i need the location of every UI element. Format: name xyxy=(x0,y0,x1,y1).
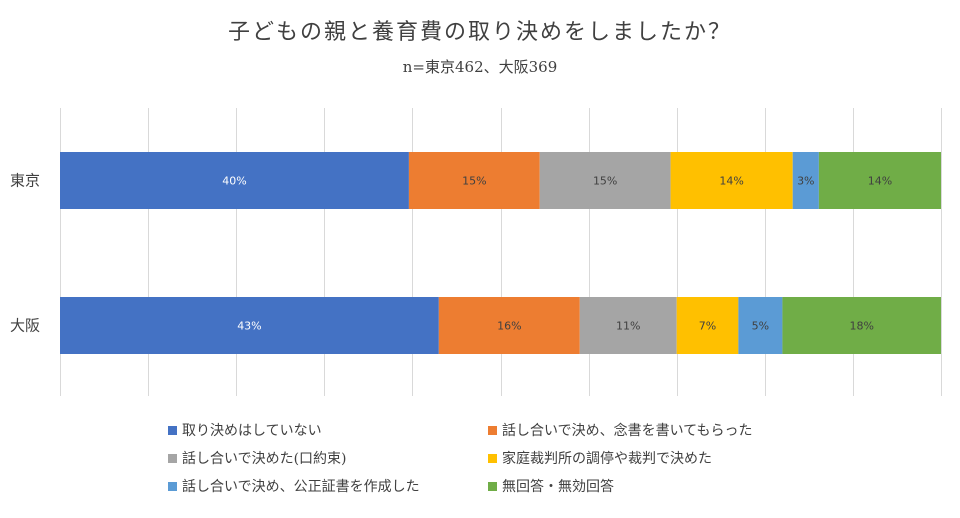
bar-segment xyxy=(579,297,677,354)
bar-segment xyxy=(60,152,409,209)
data-label: 5% xyxy=(752,320,769,333)
legend-swatch xyxy=(168,425,177,435)
legend-label: 話し合いで決め、公正証書を作成した xyxy=(182,479,420,495)
legend-swatch xyxy=(488,425,497,435)
chart-subtitle: n=東京462、大阪369 xyxy=(402,58,558,76)
data-label: 3% xyxy=(797,175,814,188)
bar-segment xyxy=(782,297,941,354)
category-label: 東京 xyxy=(10,172,40,190)
data-label: 18% xyxy=(849,320,873,333)
legend-item: 話し合いで決め、念書を書いてもらった xyxy=(488,420,868,440)
bar-segment xyxy=(676,297,739,354)
legend-label: 家庭裁判所の調停や裁判で決めた xyxy=(502,451,712,467)
legend-label: 話し合いで決め、念書を書いてもらった xyxy=(502,423,753,439)
legend-swatch xyxy=(168,453,177,463)
data-label: 15% xyxy=(462,175,486,188)
category-label: 大阪 xyxy=(10,317,40,335)
data-label: 16% xyxy=(497,320,521,333)
legend-label: 無回答・無効回答 xyxy=(502,479,614,495)
legend-item: 取り決めはしていない xyxy=(168,420,488,440)
chart-title: 子どもの親と養育費の取り決めをしましたか？ xyxy=(227,20,732,45)
data-label: 14% xyxy=(719,175,743,188)
legend: 取り決めはしていない 話し合いで決め、念書を書いてもらった話し合いで決めた(口約束… xyxy=(168,420,868,496)
legend-item: 家庭裁判所の調停や裁判で決めた xyxy=(488,448,868,468)
data-label: 43% xyxy=(237,320,261,333)
legend-item: 無回答・無効回答 xyxy=(488,476,868,496)
data-label: 7% xyxy=(699,320,716,333)
legend-item: 話し合いで決めた(口約束) xyxy=(168,448,488,468)
bar-segment xyxy=(670,152,793,209)
legend-label: 話し合いで決めた(口約束) xyxy=(182,451,347,467)
legend-item: 話し合いで決め、公正証書を作成した xyxy=(168,476,488,496)
bar-segment xyxy=(438,297,580,354)
data-label: 40% xyxy=(222,175,246,188)
bar-segment xyxy=(738,297,783,354)
legend-swatch xyxy=(488,481,497,491)
data-labels: 40% 15% 15% 14% 3% 14% 43% 16% 11% 7% 5% 18% xyxy=(222,175,892,333)
data-label: 15% xyxy=(593,175,617,188)
bars xyxy=(60,152,941,354)
data-label: 14% xyxy=(868,175,892,188)
bar-segment xyxy=(539,152,671,209)
bar-segment xyxy=(818,152,941,209)
data-label: 11% xyxy=(616,320,640,333)
bar-segment xyxy=(792,152,819,209)
bar-segment xyxy=(60,297,439,354)
legend-label: 取り決めはしていない xyxy=(182,423,322,439)
legend-swatch xyxy=(488,453,497,463)
bar-segment xyxy=(408,152,540,209)
legend-swatch xyxy=(168,481,177,491)
